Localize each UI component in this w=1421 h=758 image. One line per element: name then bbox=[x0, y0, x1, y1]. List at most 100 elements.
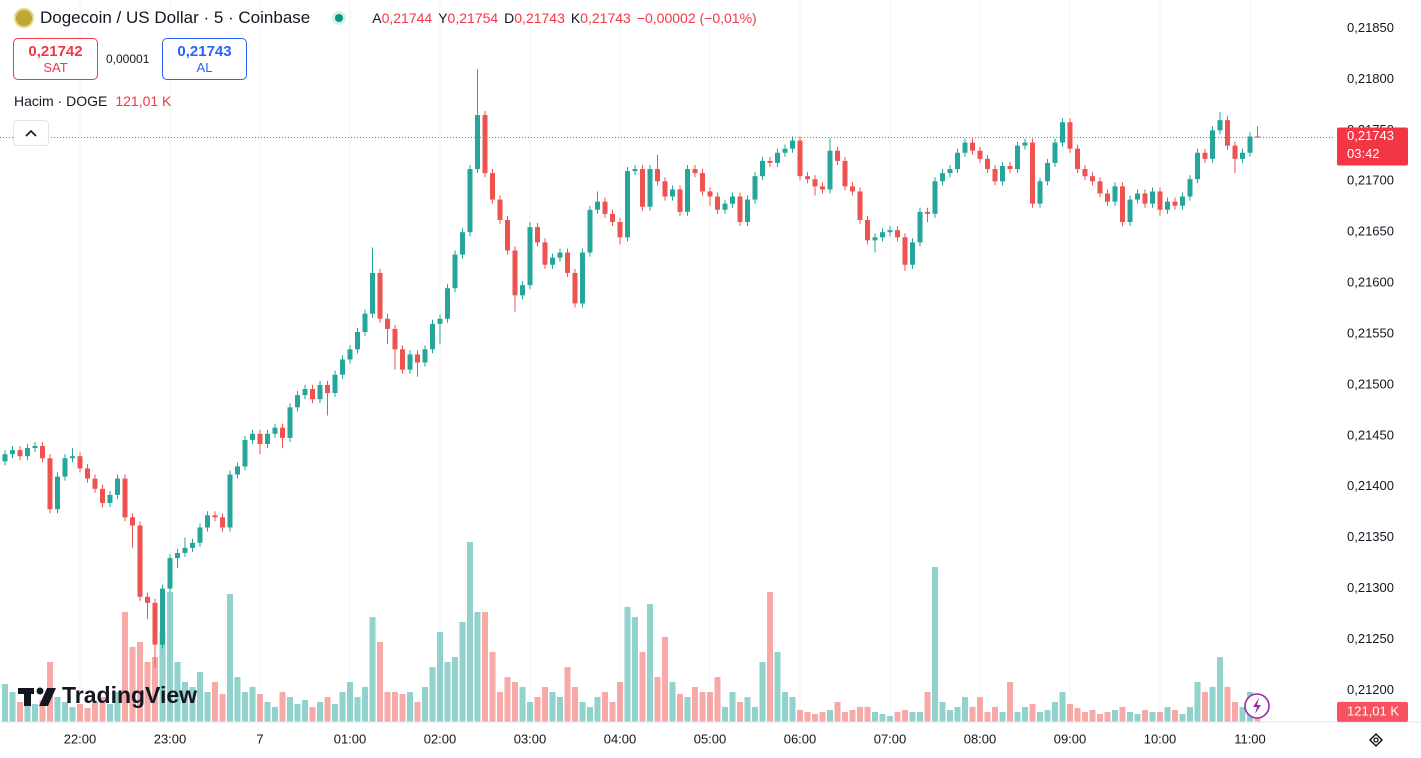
volume-bar bbox=[969, 707, 976, 722]
volume-bar bbox=[1037, 712, 1043, 722]
volume-bar bbox=[54, 697, 61, 722]
x-tick-label: 11:00 bbox=[1234, 731, 1266, 746]
volume-bar bbox=[17, 702, 23, 722]
volume-bar bbox=[204, 692, 211, 722]
candle-body bbox=[17, 450, 23, 457]
volume-bar bbox=[647, 604, 653, 722]
volume-bar bbox=[1239, 707, 1246, 722]
volume-bar bbox=[242, 692, 248, 722]
lightning-button[interactable] bbox=[1244, 693, 1270, 719]
volume-bar bbox=[339, 692, 346, 722]
volume-bar bbox=[272, 707, 278, 722]
candle-body bbox=[175, 552, 180, 559]
candle-body bbox=[1172, 201, 1178, 206]
volume-bar bbox=[354, 697, 361, 722]
candle-body bbox=[602, 201, 608, 214]
volume-bar bbox=[932, 567, 938, 722]
volume-bar bbox=[212, 682, 218, 722]
candle-body bbox=[70, 456, 75, 459]
candle-body bbox=[1217, 120, 1223, 131]
y-tick-label: 0,21400 bbox=[1347, 478, 1394, 493]
candle-body bbox=[752, 176, 758, 200]
candle-body bbox=[692, 169, 698, 174]
symbol-header: Dogecoin / US Dollar · 5 · Coinbase A 0,2… bbox=[14, 8, 757, 28]
candle-body bbox=[1202, 152, 1208, 159]
candle-body bbox=[385, 318, 390, 329]
candle-body bbox=[865, 219, 870, 241]
volume-bar bbox=[392, 692, 398, 722]
candle-body bbox=[512, 250, 518, 296]
volume-bar bbox=[294, 704, 301, 722]
candle-body bbox=[775, 152, 780, 163]
volume-bar bbox=[407, 692, 413, 722]
volume-bar bbox=[827, 710, 833, 722]
volume-bar bbox=[384, 692, 391, 722]
candle-body bbox=[1007, 165, 1013, 170]
candle-body bbox=[617, 221, 623, 238]
candle-body bbox=[1187, 179, 1193, 197]
candle-body bbox=[1225, 120, 1230, 146]
collapse-button[interactable] bbox=[13, 120, 49, 146]
volume-bar bbox=[332, 704, 338, 722]
candle-body bbox=[265, 433, 270, 444]
volume-bar bbox=[347, 682, 353, 722]
y-tick-label: 0,21550 bbox=[1347, 325, 1394, 340]
candle-body bbox=[1247, 136, 1253, 153]
candle-body bbox=[325, 384, 330, 394]
volume-bar bbox=[602, 692, 608, 722]
volume-bar bbox=[429, 667, 436, 722]
candle-body bbox=[77, 456, 83, 469]
last-price-label: 0,21743 bbox=[1347, 128, 1394, 143]
volume-bar bbox=[264, 702, 271, 722]
sell-button[interactable]: 0,21742 SAT bbox=[13, 38, 98, 80]
settings-button[interactable] bbox=[1368, 732, 1384, 748]
x-tick-label: 04:00 bbox=[604, 731, 637, 746]
symbol-name[interactable]: Dogecoin / US Dollar · 5 · Coinbase bbox=[40, 8, 311, 27]
volume-bar bbox=[302, 700, 308, 722]
volume-bar bbox=[542, 687, 548, 722]
candle-body bbox=[947, 169, 953, 174]
buy-button[interactable]: 0,21743 AL bbox=[162, 38, 247, 80]
buy-label: AL bbox=[196, 60, 213, 75]
y-tick-label: 0,21500 bbox=[1347, 376, 1394, 391]
volume-bar bbox=[947, 710, 953, 722]
candle-body bbox=[122, 478, 128, 518]
y-tick-label: 0,21350 bbox=[1347, 529, 1394, 544]
volume-bar bbox=[122, 612, 128, 722]
volume-bar bbox=[227, 594, 233, 722]
volume-bar bbox=[737, 702, 743, 722]
volume-bar bbox=[317, 702, 323, 722]
candle-body bbox=[745, 199, 750, 222]
candle-body bbox=[1135, 193, 1140, 200]
candle-body bbox=[542, 242, 548, 265]
candle-body bbox=[662, 181, 668, 197]
candle-body bbox=[437, 318, 443, 324]
y-tick-label: 0,21300 bbox=[1347, 580, 1394, 595]
candle-body bbox=[1127, 199, 1133, 222]
volume-legend: Hacim · DOGE 121,01 K bbox=[14, 93, 171, 109]
ohlc-value: 0,21743 bbox=[514, 10, 565, 26]
volume-bar bbox=[324, 697, 331, 722]
volume-bar bbox=[707, 692, 713, 722]
volume-bar bbox=[744, 697, 751, 722]
volume-bar bbox=[1022, 707, 1028, 722]
change: −0,00002 (−0,01%) bbox=[636, 10, 757, 26]
volume-bar bbox=[519, 687, 526, 722]
candle-body bbox=[497, 199, 503, 220]
volume-bar bbox=[219, 694, 226, 722]
candle-body bbox=[820, 186, 825, 190]
candle-body bbox=[250, 433, 255, 440]
volume-bar bbox=[1209, 687, 1216, 722]
candle-body bbox=[167, 558, 173, 589]
candle-body bbox=[835, 150, 840, 161]
price-pane bbox=[0, 69, 1335, 669]
candle-body bbox=[272, 427, 278, 434]
volume-bar bbox=[1187, 707, 1193, 722]
candle-body bbox=[1015, 145, 1020, 170]
volume-bar bbox=[999, 712, 1006, 722]
candle-body bbox=[767, 160, 773, 163]
candle-body bbox=[362, 313, 368, 332]
volume-bar bbox=[782, 692, 788, 722]
volume-bar bbox=[99, 697, 106, 722]
candle-body bbox=[205, 515, 210, 528]
